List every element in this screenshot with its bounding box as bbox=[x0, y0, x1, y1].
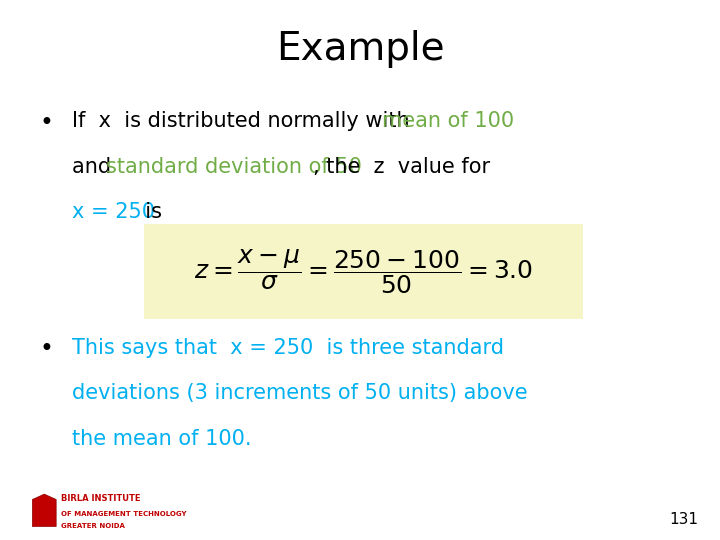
Text: •: • bbox=[40, 111, 53, 134]
Text: OF MANAGEMENT TECHNOLOGY: OF MANAGEMENT TECHNOLOGY bbox=[61, 511, 186, 517]
Text: $z = \dfrac{x - \mu}{\sigma} = \dfrac{250 - 100}{50} = 3.0$: $z = \dfrac{x - \mu}{\sigma} = \dfrac{25… bbox=[194, 247, 534, 296]
Text: and: and bbox=[72, 157, 118, 177]
Text: standard deviation of 50: standard deviation of 50 bbox=[107, 157, 362, 177]
Text: Example: Example bbox=[276, 30, 444, 68]
Polygon shape bbox=[32, 494, 56, 526]
Text: deviations (3 increments of 50 units) above: deviations (3 increments of 50 units) ab… bbox=[72, 383, 528, 403]
Text: If  x  is distributed normally with: If x is distributed normally with bbox=[72, 111, 416, 131]
Text: is: is bbox=[132, 202, 162, 222]
Text: GREATER NOIDA: GREATER NOIDA bbox=[61, 523, 125, 529]
FancyBboxPatch shape bbox=[144, 224, 583, 319]
Text: 131: 131 bbox=[670, 511, 698, 526]
Text: •: • bbox=[40, 338, 53, 361]
Text: x = 250: x = 250 bbox=[72, 202, 155, 222]
Text: the mean of 100.: the mean of 100. bbox=[72, 429, 251, 449]
Text: , the  z  value for: , the z value for bbox=[313, 157, 490, 177]
Text: BIRLA INSTITUTE: BIRLA INSTITUTE bbox=[61, 494, 140, 503]
Text: mean of 100: mean of 100 bbox=[382, 111, 514, 131]
Text: This says that  x = 250  is three standard: This says that x = 250 is three standard bbox=[72, 338, 504, 357]
